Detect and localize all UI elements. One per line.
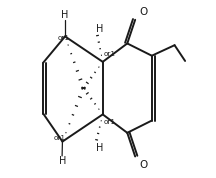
Text: or1: or1 [54, 135, 66, 141]
Text: or1: or1 [57, 35, 69, 41]
Text: or1: or1 [104, 119, 116, 125]
Text: H: H [59, 156, 66, 166]
Text: O: O [139, 7, 147, 17]
Text: O: O [139, 160, 147, 170]
Text: H: H [95, 23, 103, 33]
Text: H: H [61, 10, 69, 20]
Text: or1: or1 [104, 51, 116, 57]
Text: H: H [95, 143, 103, 153]
